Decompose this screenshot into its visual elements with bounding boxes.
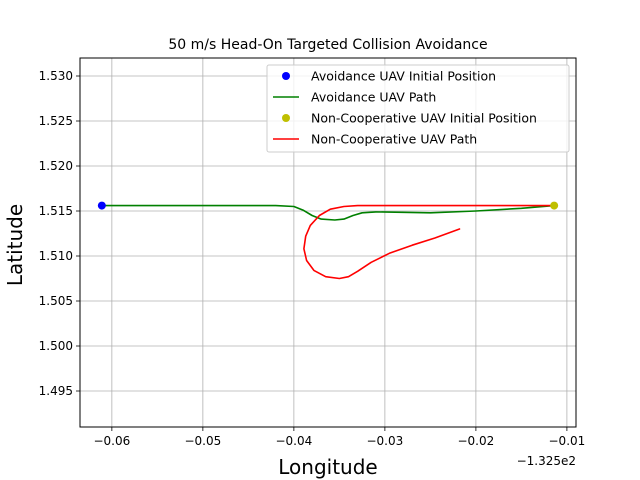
y-axis-label: Latitude: [3, 204, 27, 286]
y-tick-label: 1.495: [39, 384, 73, 398]
plot-frame: [79, 57, 577, 428]
y-tick-label: 1.510: [39, 249, 73, 263]
series-line: [303, 204, 556, 280]
series-line: [101, 204, 556, 221]
axis-ticks: −0.06 −0.05 −0.04 −0.03 −0.02 −0.01 1.495 1.500…: [39, 69, 586, 448]
series-point: [97, 201, 106, 210]
y-tick-label: 1.530: [39, 69, 73, 83]
legend-marker: [282, 114, 290, 122]
x-tick-label: −0.05: [184, 434, 221, 448]
y-tick-label: 1.505: [39, 294, 73, 308]
legend-marker: [282, 72, 290, 80]
x-tick-label: −0.02: [457, 434, 494, 448]
legend-label: Avoidance UAV Initial Position: [311, 69, 496, 84]
x-tick-label: −0.04: [275, 434, 312, 448]
legend-label: Avoidance UAV Path: [311, 90, 436, 105]
y-tick-label: 1.525: [39, 114, 73, 128]
y-tick-label: 1.520: [39, 159, 73, 173]
x-axis-label: Longitude: [278, 455, 377, 479]
legend: Avoidance UAV Initial Position Avoidance …: [266, 64, 570, 153]
legend-label: Non-Cooperative UAV Initial Position: [311, 111, 537, 126]
legend-label: Non-Cooperative UAV Path: [311, 132, 477, 147]
y-tick-label: 1.500: [39, 339, 73, 353]
x-tick-label: −0.06: [93, 434, 130, 448]
legend-box: [266, 64, 570, 153]
y-tick-label: 1.515: [39, 204, 73, 218]
series-point: [550, 201, 559, 210]
x-tick-label: −0.01: [549, 434, 586, 448]
chart-title: 50 m/s Head-On Targeted Collision Avoida…: [168, 37, 487, 53]
x-axis-offset-label: −1.325e2: [517, 454, 576, 468]
plot-series: [97, 201, 559, 280]
x-tick-label: −0.03: [366, 434, 403, 448]
